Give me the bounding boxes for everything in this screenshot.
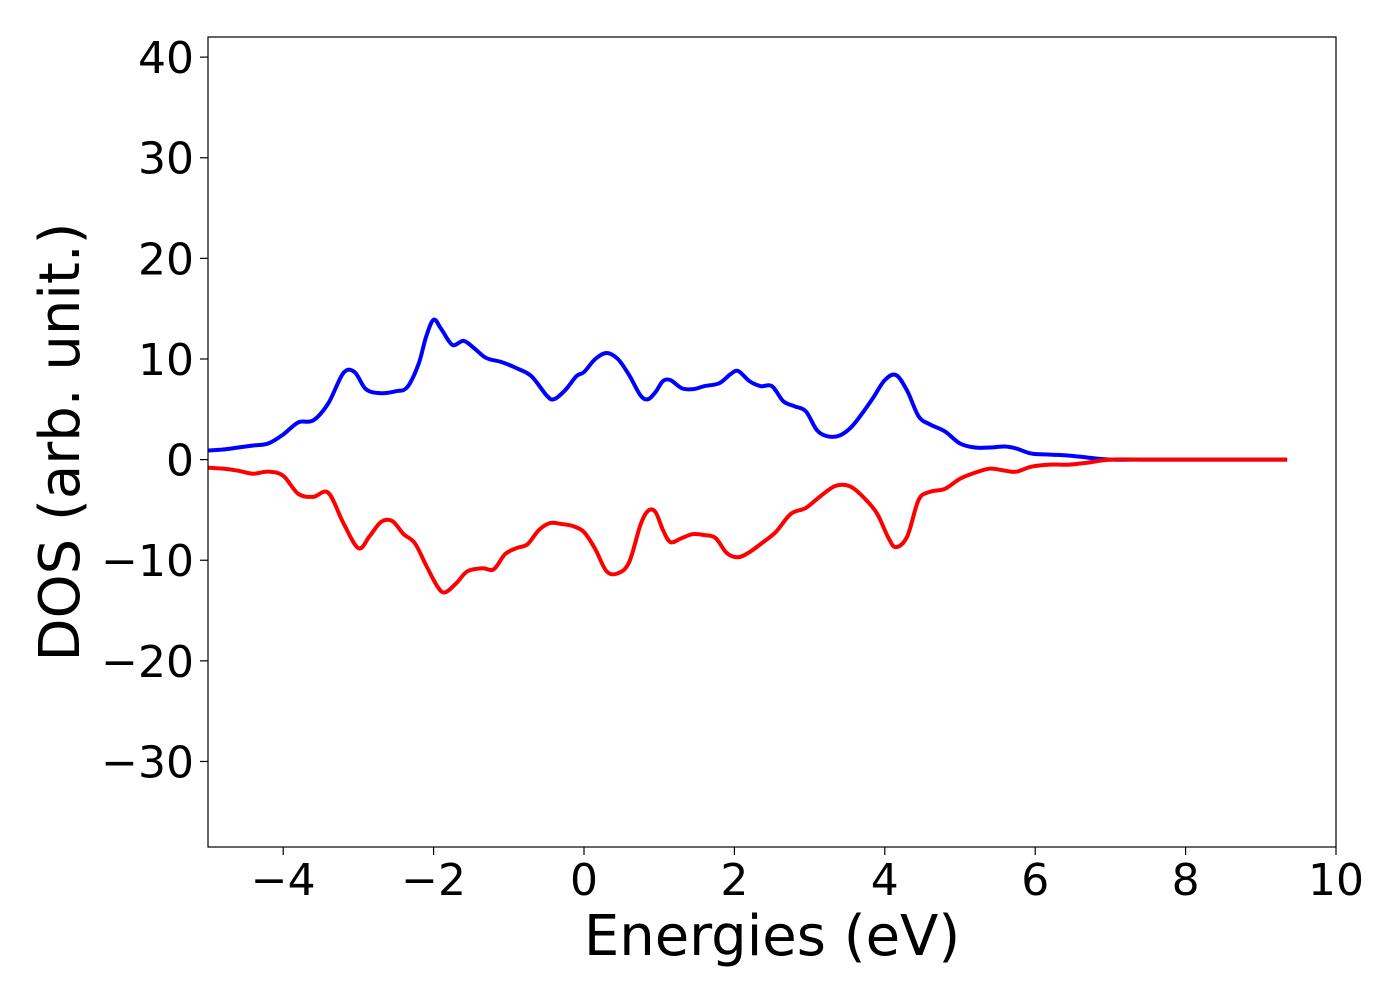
y-tick-label: −10 [101, 536, 194, 587]
y-tick-label: 0 [166, 436, 194, 487]
x-tick-label: 2 [720, 855, 748, 906]
y-tick-label: 40 [138, 33, 194, 84]
y-tick-label: −20 [101, 637, 194, 688]
x-tick-label: 4 [871, 855, 899, 906]
series-line-2 [208, 457, 1288, 595]
plot-frame [207, 36, 1337, 848]
series-line-1 [208, 317, 1288, 462]
x-tick-label: 6 [1021, 855, 1049, 906]
y-tick-label: 20 [138, 234, 194, 285]
x-tick-label: −4 [251, 855, 316, 906]
y-tick-label: 30 [138, 134, 194, 185]
x-axis-ticks: −4 −2 0 2 4 6 8 10 [251, 847, 1364, 906]
y-tick-label: −30 [101, 737, 194, 788]
series-layer [208, 317, 1288, 595]
x-tick-label: 0 [570, 855, 598, 906]
y-axis-title: DOS (arb. unit.) [28, 222, 93, 661]
x-tick-label: 8 [1172, 855, 1200, 906]
y-axis-ticks: 40 30 20 10 0 −10 −20 −30 [101, 33, 208, 788]
x-tick-label: −2 [401, 855, 466, 906]
x-tick-label: 10 [1308, 855, 1364, 906]
y-tick-label: 10 [138, 335, 194, 386]
x-axis-title: Energies (eV) [584, 904, 960, 969]
